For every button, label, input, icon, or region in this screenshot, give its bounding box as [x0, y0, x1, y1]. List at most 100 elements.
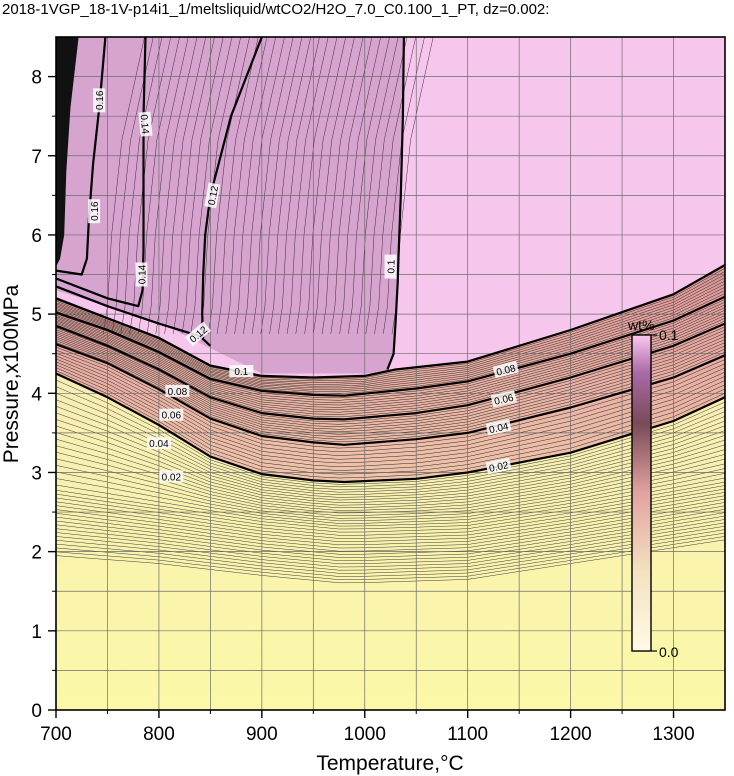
major-contours [56, 37, 725, 484]
minor-contours [56, 37, 725, 584]
minor-contour-line [56, 326, 725, 423]
contour-label-group: 0.16 [93, 88, 106, 113]
contour-label-group: 0.1 [384, 254, 398, 279]
contour-labels: 0.02 0.02 0.04 0.04 0.06 0.06 0.08 0.08 0.1 0.1 0.… [88, 88, 519, 483]
minor-contour-line [56, 309, 725, 408]
contour-line-0-1 [56, 264, 725, 379]
minor-contour-line [56, 515, 725, 561]
contour-label-group: 0.12 [204, 182, 221, 209]
minor-contour-line [56, 498, 725, 546]
x-tick-label: 1300 [652, 724, 694, 745]
contour-label-group: 0.04 [146, 437, 171, 450]
minor-contour-line [56, 274, 725, 383]
contour-label: 0.1 [387, 259, 398, 273]
plot-area: 0.02 0.02 0.04 0.04 0.06 0.06 0.08 0.08 0.1 0.1 0.… [56, 37, 725, 710]
minor-contour-line [56, 304, 725, 403]
minor-contour-line [56, 525, 725, 571]
contour-label: 0.16 [95, 90, 106, 110]
minor-contour-line [56, 539, 725, 584]
y-tick-label: 1 [31, 622, 42, 643]
minor-contour-line [56, 458, 725, 516]
contour-label-group: 0.02 [159, 470, 184, 483]
contour-label-group: 0.08 [165, 384, 190, 398]
contour-label: 0.06 [493, 393, 515, 408]
contour-line-0-1 [386, 37, 405, 370]
x-tick-label: 1000 [344, 724, 386, 745]
contour-label-group: 0.04 [485, 418, 512, 436]
x-axis: 700 800 900 1000 1100 1200 1300 [40, 710, 695, 745]
minor-contour-line [56, 346, 725, 449]
y-axis-label: Pressure,x100MPa [0, 284, 23, 463]
contour-label-group: 0.06 [159, 408, 184, 422]
colorbar-max-label: 0.1 [659, 327, 679, 343]
minor-contour-line [56, 505, 725, 552]
y-tick-label: 2 [31, 543, 42, 564]
contour-label: 0.04 [149, 439, 169, 450]
contour-label-group: 0.16 [88, 199, 101, 224]
contour-line-0-06 [56, 322, 725, 421]
contour-label-group: 0.14 [135, 262, 148, 287]
y-tick-label: 8 [31, 68, 42, 89]
minor-contour-line [56, 333, 725, 430]
contour-line-0-02 [56, 372, 725, 484]
minor-contour-line [56, 283, 725, 389]
y-tick-label: 6 [31, 226, 42, 247]
contour-label: 0.1 [234, 367, 248, 378]
minor-contour-line [56, 412, 725, 498]
y-axis: 0 1 2 3 4 5 6 7 8 [31, 68, 56, 722]
minor-contour-line [56, 532, 725, 577]
chart-title: 2018-1VGP_18-1V-p14i1_1/meltsliquid/wtCO… [2, 1, 549, 18]
minor-contour-line [56, 352, 725, 456]
contour-label: 0.14 [138, 114, 151, 135]
minor-contour-line [56, 536, 725, 580]
colorbar: wt% 0.1 0.0 [627, 317, 679, 660]
minor-contour-line [56, 477, 725, 527]
contour-label: 0.02 [162, 472, 182, 483]
minor-contour-line [56, 271, 725, 382]
minor-contour-line [56, 463, 725, 519]
x-tick-label: 800 [143, 724, 175, 745]
contour-label-group: 0.06 [490, 390, 517, 408]
y-tick-label: 5 [31, 305, 42, 326]
contour-label-group: 0.14 [138, 111, 153, 137]
minor-contour-line [56, 301, 725, 401]
y-tick-label: 4 [31, 384, 42, 405]
minor-contour-line [56, 280, 725, 387]
minor-contour-line [56, 512, 725, 558]
minor-contour-line [56, 370, 725, 479]
minor-contour-line [56, 334, 725, 433]
contour-line-0-08 [56, 295, 725, 397]
minor-contour-line [56, 419, 725, 501]
minor-contour-line [56, 379, 725, 485]
contour-line-0-12 [56, 285, 212, 347]
x-tick-label: 700 [40, 724, 72, 745]
minor-contour-line [56, 485, 725, 533]
contour-label: 0.02 [488, 460, 510, 475]
contour-label: 0.06 [162, 411, 182, 422]
minor-contour-line [56, 286, 725, 391]
plot-frame [55, 36, 726, 711]
contour-label: 0.16 [90, 201, 101, 221]
minor-contour-line [56, 317, 725, 415]
minor-contour-line [56, 468, 725, 522]
minor-contour-line [56, 331, 725, 428]
contour-label: 0.04 [488, 421, 510, 436]
colorbar-min-label: 0.0 [659, 644, 679, 660]
minor-contour-line [56, 508, 725, 555]
y-tick-label: 3 [31, 463, 42, 484]
minor-contour-line [56, 320, 725, 418]
minor-contour-line [56, 432, 725, 506]
contour-label: 0.08 [168, 387, 188, 398]
minor-contour-line [56, 312, 725, 411]
contour-label: 0.08 [495, 363, 517, 378]
minor-contour-line [56, 293, 725, 394]
contour-label-group: 0.1 [229, 365, 254, 378]
grid-lines [56, 37, 725, 710]
minor-contour-line [56, 481, 725, 530]
minor-contour-line [56, 307, 725, 406]
minor-contour-line [56, 529, 725, 574]
minor-contour-line [56, 315, 725, 413]
minor-contour-line [56, 406, 725, 496]
minor-contour-line [56, 495, 725, 542]
